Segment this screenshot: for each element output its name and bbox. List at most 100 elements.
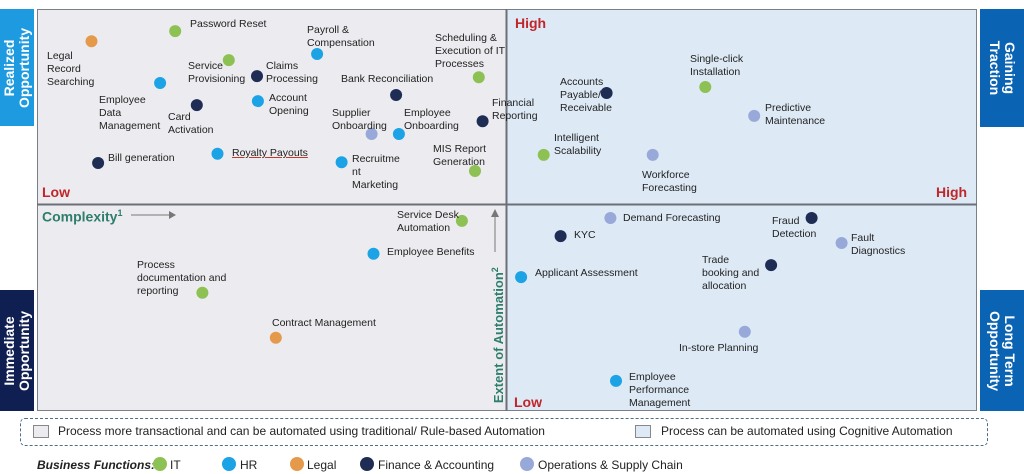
label-accounts-payable: Accounts Payable/ Receivable [560,76,612,114]
finance-dot-icon [360,457,374,471]
automation-type-legend: Process more transactional and can be au… [20,418,988,446]
quadrant-chart: High Low High Low Complexity1 Extent of … [37,9,977,411]
label-card-activation: Card Activation [168,111,214,136]
point-kyc [554,230,567,243]
point-employee-data-management [154,77,167,89]
point-mis-report-generation [469,165,481,177]
operations-legend-label: Operations & Supply Chain [538,458,683,472]
label-employee-performance: Employee Performance Management [629,371,691,409]
label-claims-processing: Claims Processing [266,60,318,85]
quadrant-top-left [37,9,507,205]
hr-dot-icon [222,457,236,471]
label-legal-record-searching: Legal Record Searching [47,50,95,88]
point-bill-generation [92,157,105,169]
label-employee-benefits: Employee Benefits [387,246,475,258]
point-employee-benefits [367,247,380,260]
points-layer [85,25,848,387]
label-predictive-maintenance: Predictive Maintenance [765,102,826,127]
label-single-click: Single-click Installation [690,53,744,78]
complexity-axis-title: Complexity1 [42,208,123,225]
label-employee-onboarding: Employee Onboarding [404,107,459,132]
label-contract-management: Contract Management [272,317,376,329]
label-payroll: Payroll & Compensation [307,24,375,49]
label-demand-forecasting: Demand Forecasting [623,212,721,224]
point-password-reset [169,25,182,38]
point-claims-processing [251,70,263,83]
point-financial-reporting [476,115,489,128]
automation-arrow-head [491,209,499,217]
point-card-activation [190,99,203,112]
point-trade-booking-and-allocation [765,259,778,272]
label-trade-booking: Trade booking and allocation [702,254,760,292]
it-dot-icon [153,457,167,471]
label-in-store-planning: In-store Planning [679,342,759,354]
label-account-opening: Account Opening [269,92,309,117]
side-label-immediate: Immediate Opportunity [0,290,34,411]
point-bank-reconciliation [390,89,403,101]
label-process-documentation: Process documentation and reporting [137,259,227,297]
label-employee-data-management: Employee Data Management [99,94,161,132]
legal-dot-icon [290,457,304,471]
cognitive-swatch [635,425,651,438]
point-scheduling-execution-of-it-processes [472,71,485,84]
point-supplier-onboarding [365,128,378,140]
label-mis-report: MIS Report Generation [433,143,487,168]
point-service-desk-automation [455,214,468,227]
axis-low-left: Low [42,184,70,200]
label-service-provisioning: Service Provisioning [188,60,246,85]
label-royalty-payouts: Royalty Payouts [232,147,308,159]
label-intelligent-scalability: Intelligent Scalability [554,132,602,157]
point-process-documentation-and-reporting [196,286,209,299]
automation-axis-title: Extent of Automation2 [489,267,507,404]
point-recruitment-marketing [335,156,348,169]
label-bank-reconciliation: Bank Reconciliation [341,73,434,85]
point-single-click-installation [699,81,712,93]
label-fraud-detection: Fraud Detection [772,215,817,240]
side-label-long-term: Long Term Opportunity [980,290,1024,411]
label-supplier-onboarding: Supplier Onboarding [332,107,387,132]
it-legend-label: IT [170,458,181,472]
point-employee-performance-management [610,374,622,387]
axis-high-right: High [936,184,968,200]
label-service-desk: Service Desk Automation [397,209,459,234]
point-payroll-compensation [311,48,324,60]
legal-legend-label: Legal [307,458,337,472]
label-bill-generation: Bill generation [108,152,175,164]
point-demand-forecasting [604,212,617,224]
label-kyc: KYC [574,229,596,241]
rule-based-swatch [33,425,49,438]
side-label-realized: Realized Opportunity [0,9,34,126]
axis-low-bottom: Low [514,394,542,410]
point-royalty-payouts [211,147,224,160]
point-service-provisioning [222,54,235,67]
label-workforce-forecasting: Workforce Forecasting [642,169,697,194]
quadrant-chart-svg [37,9,977,411]
label-fault-diagnostics: Fault Diagnostics [851,232,906,257]
point-fault-diagnostics [835,237,848,249]
label-applicant-assessment: Applicant Assessment [535,267,638,279]
cognitive-legend-text: Process can be automated using Cognitive… [661,424,953,438]
point-in-store-planning [738,325,751,338]
point-accounts-payable-receivable [600,87,613,99]
label-financial-reporting: Financial Reporting [492,97,538,122]
hr-legend-label: HR [240,458,258,472]
point-predictive-maintenance [748,109,761,122]
point-applicant-assessment [515,271,528,284]
side-label-gaining: Gaining Traction [980,9,1024,127]
quadrant-bottom-left [37,204,507,411]
business-functions-title: Business Functions: [37,458,156,472]
complexity-arrow-head [169,211,176,219]
quadrant-top-right [506,9,977,205]
axis-high-top: High [515,15,547,31]
operations-dot-icon [520,457,534,471]
label-password-reset: Password Reset [190,18,267,30]
point-contract-management [269,331,282,344]
point-account-opening [251,95,264,108]
rule-based-legend-text: Process more transactional and can be au… [58,424,545,438]
point-legal-record-searching [85,35,98,48]
finance-legend-label: Finance & Accounting [378,458,495,472]
point-fraud-detection [805,212,818,224]
point-workforce-forecasting [646,148,659,161]
point-intelligent-scalability [537,148,550,161]
point-employee-onboarding [392,128,405,140]
